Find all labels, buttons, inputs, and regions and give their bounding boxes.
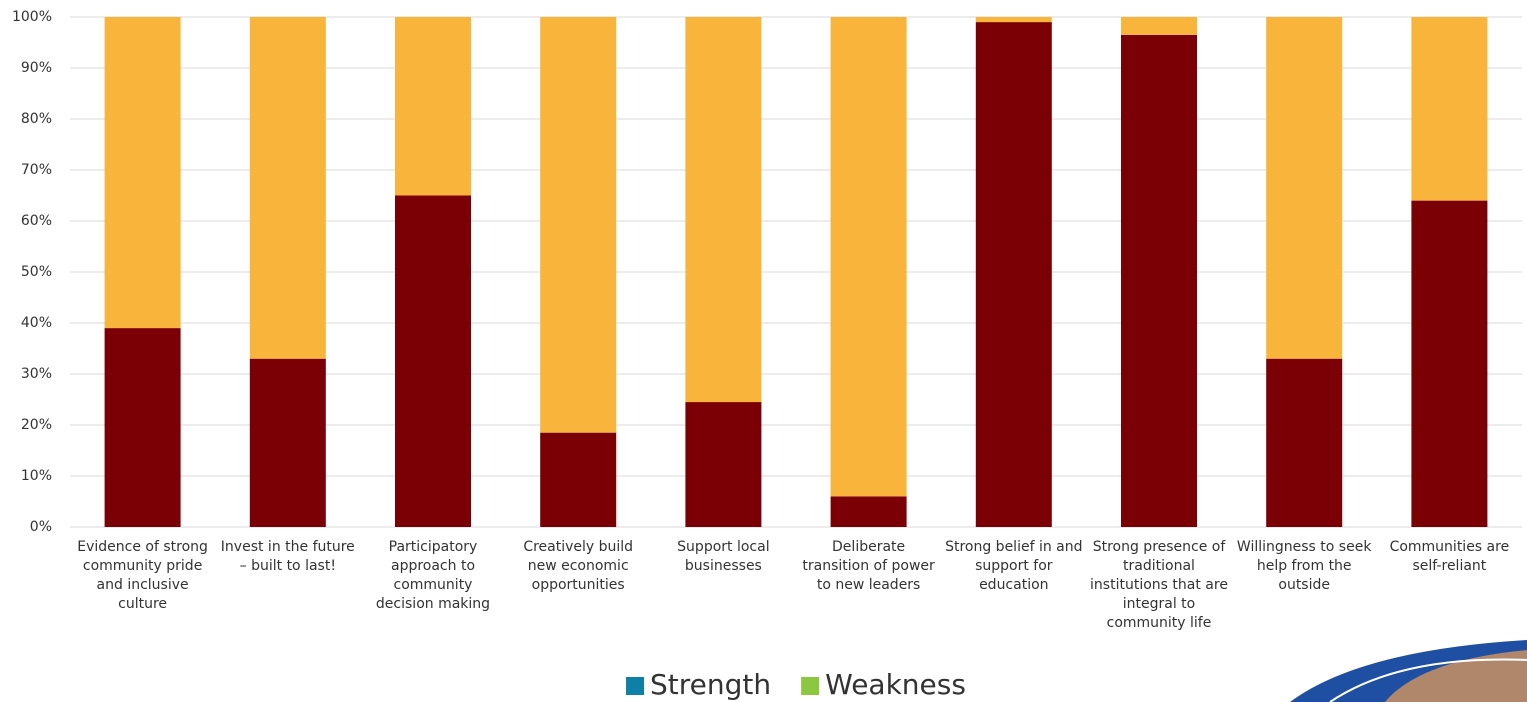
bar-segment <box>685 17 762 403</box>
bar-segment <box>104 17 181 329</box>
bar-segment <box>685 402 762 527</box>
bar-segment <box>975 17 1052 23</box>
legend-swatch <box>626 677 645 695</box>
bar-segment <box>1411 200 1488 527</box>
x-tick-label: Strong belief in and support for educati… <box>945 539 1083 593</box>
bar-segment <box>830 496 907 527</box>
y-tick-label: 40% <box>21 315 52 331</box>
x-tick-label: Invest in the future – built to last! <box>220 539 355 574</box>
x-tick-label: Communities are self-reliant <box>1389 539 1510 574</box>
bar-segment <box>540 432 617 527</box>
x-tick-label: Deliberate transition of power to new le… <box>802 539 935 593</box>
x-tick-label: Willingness to seek help from the outsid… <box>1236 539 1372 593</box>
bar-segment <box>1121 17 1197 35</box>
bar-segment <box>1411 17 1488 201</box>
bar-segment <box>830 17 907 497</box>
legend-swatch <box>801 677 820 695</box>
y-tick-label: 20% <box>21 417 52 433</box>
y-tick-label: 70% <box>21 162 52 178</box>
bar-segment <box>975 22 1052 527</box>
y-tick-label: 80% <box>21 111 52 127</box>
bar-segment <box>540 17 617 433</box>
x-tick-label: Evidence of strong community pride and i… <box>77 539 208 612</box>
x-tick-label: Strong presence of traditional instituti… <box>1090 539 1228 631</box>
y-tick-label: 60% <box>21 213 52 229</box>
x-tick-label: Participatory approach to community deci… <box>375 539 491 612</box>
legend-label: Weakness <box>825 668 966 701</box>
bar-segment <box>249 358 326 527</box>
x-tick-label: Support local businesses <box>677 539 770 574</box>
bar-segment <box>104 328 181 527</box>
bar-segment <box>249 17 326 359</box>
y-tick-label: 100% <box>12 9 52 25</box>
bar-segment <box>395 17 471 196</box>
bar-segment <box>1266 358 1343 527</box>
bar-segment <box>1266 17 1343 359</box>
bar-segment <box>395 195 471 527</box>
y-tick-label: 10% <box>21 468 52 484</box>
y-tick-label: 0% <box>30 519 52 535</box>
y-tick-label: 90% <box>21 60 52 76</box>
decoration <box>1290 640 1527 702</box>
y-tick-label: 30% <box>21 366 52 382</box>
legend-label: Strength <box>650 668 771 701</box>
bar-segment <box>1121 34 1197 527</box>
x-tick-label: Creatively build new economic opportunit… <box>523 539 634 593</box>
y-tick-label: 50% <box>21 264 52 280</box>
